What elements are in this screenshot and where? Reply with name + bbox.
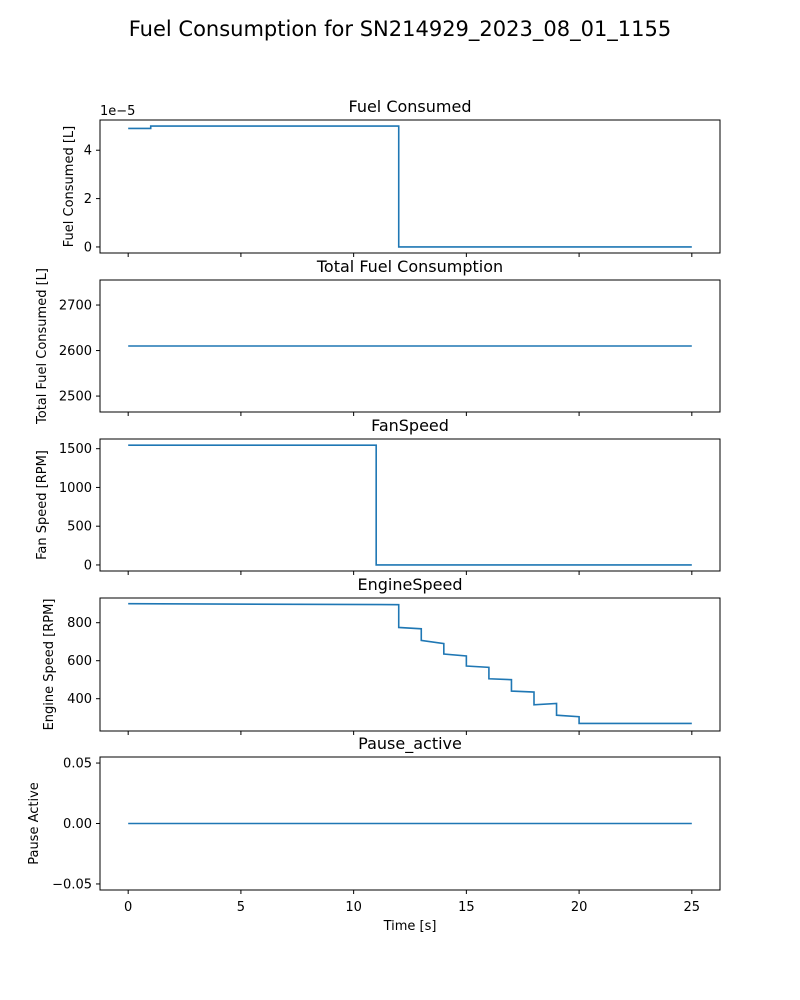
- subplot-1: Fuel Consumed 1e−5 Fuel Consumed [L] 0 2 4: [62, 97, 721, 257]
- y-offset-text: 1e−5: [100, 104, 135, 119]
- subplot-3: FanSpeed Fan Speed [RPM] 0 500 1000 1500: [35, 416, 721, 575]
- y-axis-label: Total Fuel Consumed [L]: [35, 268, 50, 425]
- series-line: [128, 444, 692, 566]
- x-tick-label: 15: [458, 900, 475, 915]
- subplot-4: EngineSpeed Engine Speed [RPM] 400 600 800: [42, 575, 721, 735]
- subplot-title: Fuel Consumed: [348, 97, 471, 116]
- y-tick-label: 0: [84, 558, 92, 573]
- axes-frame: [99, 756, 721, 891]
- y-axis-label: Fan Speed [RPM]: [35, 450, 50, 560]
- subplot-title: EngineSpeed: [358, 575, 463, 594]
- series-line: [128, 125, 692, 248]
- y-tick-label: 1000: [59, 481, 92, 496]
- x-tick-label: 20: [571, 900, 588, 915]
- y-tick-label: 0: [84, 240, 92, 255]
- subplot-2: Total Fuel Consumption Total Fuel Consume…: [35, 257, 721, 425]
- x-tick-label: 10: [345, 900, 362, 915]
- y-tick-label: 2700: [59, 299, 92, 314]
- y-tick-label: 4: [84, 144, 92, 159]
- y-axis-label: Engine Speed [RPM]: [42, 599, 57, 731]
- y-tick-label: −0.05: [52, 877, 92, 892]
- subplot-panels: Fuel Consumed 1e−5 Fuel Consumed [L] 0 2 4 Tot…: [27, 97, 721, 934]
- series-line: [128, 602, 692, 725]
- axes-frame: [99, 119, 721, 254]
- y-axis-label: Pause Active: [27, 782, 42, 865]
- y-tick-label: 800: [67, 616, 92, 631]
- y-tick-label: 2: [84, 192, 92, 207]
- y-tick-label: 1500: [59, 442, 92, 457]
- y-tick-label: 2600: [59, 344, 92, 359]
- y-tick-label: 2500: [59, 390, 92, 405]
- y-tick-label: 500: [67, 520, 92, 535]
- subplot-5: Pause_active Pause Active −0.05 0.00 0.05 0 5 1…: [27, 734, 721, 934]
- x-tick-label: 0: [124, 900, 132, 915]
- y-tick-label: 0.05: [63, 757, 92, 772]
- x-tick-label: 5: [237, 900, 245, 915]
- axes-frame: [99, 438, 721, 572]
- y-tick-label: 0.00: [63, 817, 92, 832]
- y-tick-label: 600: [67, 654, 92, 669]
- axes-frame: [99, 597, 721, 732]
- y-axis-label: Fuel Consumed [L]: [62, 126, 77, 247]
- axes-frame: [99, 279, 721, 413]
- figure-title: Fuel Consumption for SN214929_2023_08_01…: [129, 17, 672, 42]
- subplot-title: FanSpeed: [371, 416, 449, 435]
- x-axis-label: Time [s]: [383, 919, 437, 934]
- subplot-title: Pause_active: [358, 734, 462, 754]
- x-tick-label: 25: [684, 900, 701, 915]
- subplot-title: Total Fuel Consumption: [316, 257, 503, 276]
- y-tick-label: 400: [67, 692, 92, 707]
